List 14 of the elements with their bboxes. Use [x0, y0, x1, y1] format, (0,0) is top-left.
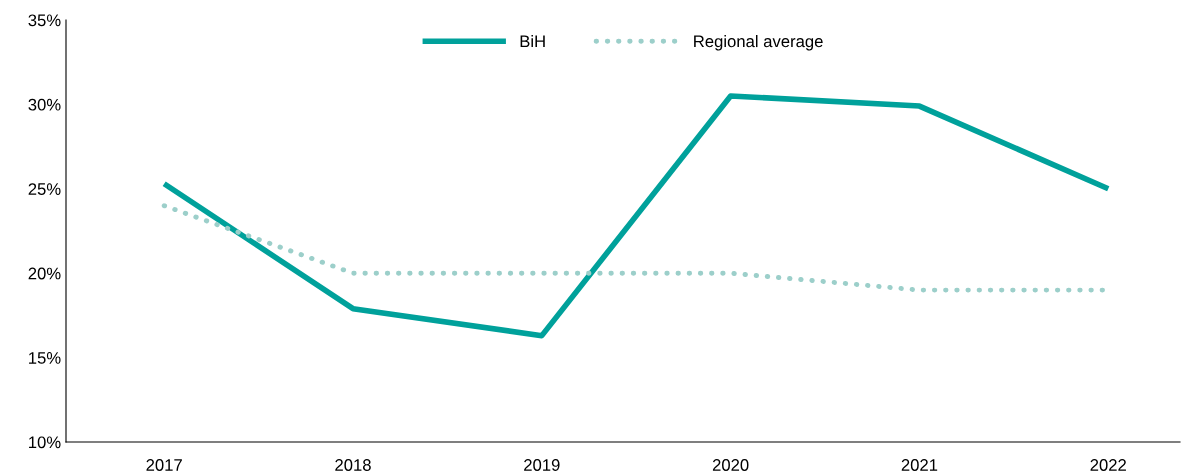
- x-tick-label: 2021: [901, 459, 938, 471]
- legend-label: BiH: [520, 35, 545, 48]
- y-tick-label: 35%: [28, 14, 61, 27]
- y-tick-label: 20%: [28, 267, 61, 280]
- x-tick-label: 2017: [146, 459, 182, 471]
- y-tick-label: 30%: [28, 98, 61, 111]
- y-tick-label: 25%: [28, 183, 61, 195]
- x-tick-label: 2019: [524, 459, 560, 471]
- y-tick-label: 10%: [29, 436, 61, 449]
- x-tick-label: 2022: [1090, 459, 1126, 471]
- y-tick-label: 15%: [29, 352, 61, 364]
- legend-label: Regional average: [694, 35, 823, 51]
- x-tick-label: 2018: [335, 459, 371, 471]
- x-tick-label: 2020: [712, 459, 749, 471]
